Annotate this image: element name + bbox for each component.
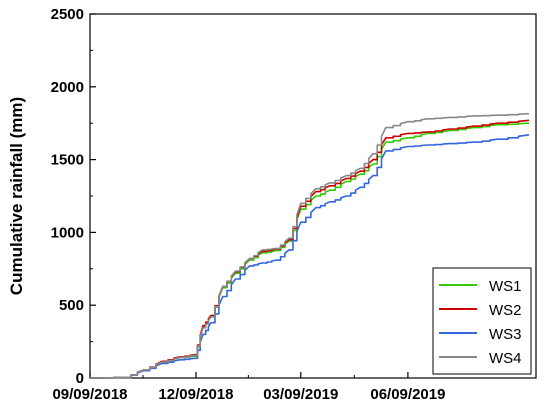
y-tick-label: 2500 xyxy=(51,6,84,23)
y-tick-label: 0 xyxy=(76,370,84,387)
y-tick-label: 500 xyxy=(59,297,84,314)
legend: WS1 WS2 WS3 WS4 xyxy=(432,267,532,375)
y-tick-label: 1000 xyxy=(51,224,84,241)
series-layer xyxy=(90,112,530,379)
x-tick-label: 03/09/2019 xyxy=(263,386,338,403)
legend-label-ws2: WS2 xyxy=(489,302,522,319)
axes: 0 500 1000 1500 2000 2500 09/09/2018 12/09/2018… xyxy=(51,6,537,403)
legend-label-ws4: WS4 xyxy=(489,350,522,367)
x-tick-label: 12/09/2018 xyxy=(158,386,233,403)
legend-label-ws1: WS1 xyxy=(489,278,522,295)
y-tick-label: 1500 xyxy=(51,152,84,169)
x-tick-label: 09/09/2018 xyxy=(52,386,127,403)
y-axis-title: Cumulative rainfall (mm) xyxy=(7,97,26,295)
series-line-ws4 xyxy=(90,112,530,379)
x-tick-label: 06/09/2019 xyxy=(370,386,445,403)
legend-label-ws3: WS3 xyxy=(489,326,522,343)
y-tick-label: 2000 xyxy=(51,79,84,96)
series-line-ws3 xyxy=(90,134,530,379)
